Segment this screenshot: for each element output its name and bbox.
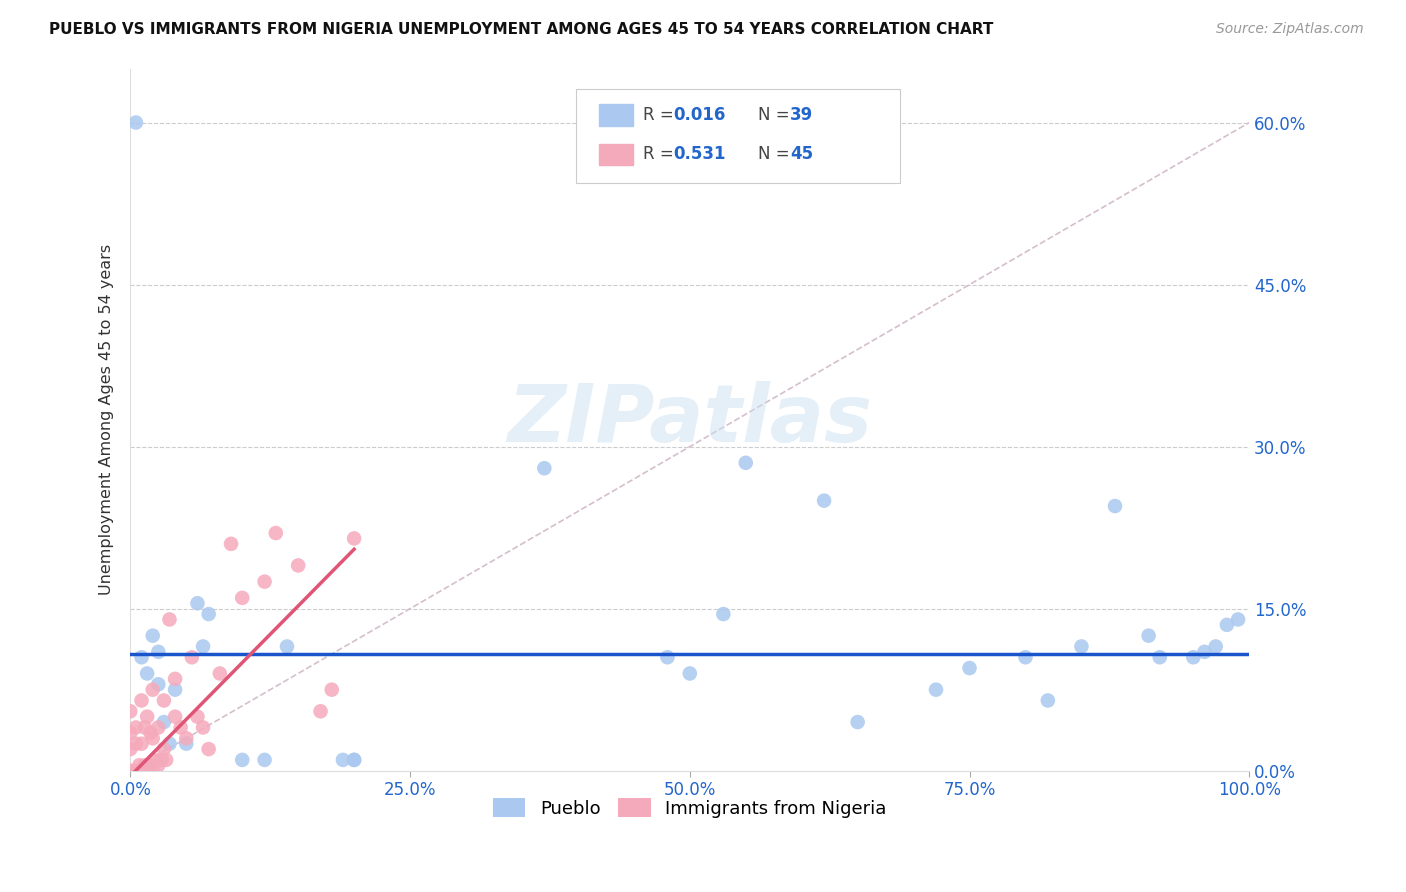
Point <box>734 456 756 470</box>
Point <box>125 115 148 129</box>
Point <box>1036 693 1059 707</box>
Text: N =: N = <box>758 145 794 163</box>
Point <box>1216 618 1239 632</box>
Point <box>125 721 148 735</box>
Y-axis label: Unemployment Among Ages 45 to 54 years: Unemployment Among Ages 45 to 54 years <box>100 244 114 595</box>
Point <box>136 709 159 723</box>
Point <box>332 753 354 767</box>
Point <box>143 753 166 767</box>
Text: 0.016: 0.016 <box>673 106 725 124</box>
Point <box>170 721 193 735</box>
Point <box>219 537 242 551</box>
Point <box>1070 640 1092 654</box>
Text: ZIPatlas: ZIPatlas <box>508 381 872 458</box>
Point <box>1227 612 1250 626</box>
Point <box>120 742 142 756</box>
Point <box>159 612 181 626</box>
Point <box>174 731 197 746</box>
Text: Source: ZipAtlas.com: Source: ZipAtlas.com <box>1216 22 1364 37</box>
Point <box>657 650 679 665</box>
Point <box>131 650 153 665</box>
Point <box>276 640 298 654</box>
Point <box>174 737 197 751</box>
Point <box>180 650 202 665</box>
Point <box>155 753 177 767</box>
Point <box>125 764 148 778</box>
Point <box>191 640 214 654</box>
Point <box>128 758 150 772</box>
Point <box>1137 629 1160 643</box>
Point <box>253 753 276 767</box>
Point <box>813 493 835 508</box>
Point <box>148 758 170 772</box>
Point <box>134 758 156 772</box>
Point <box>134 721 156 735</box>
Point <box>136 666 159 681</box>
Point <box>533 461 555 475</box>
Point <box>148 645 170 659</box>
Text: 39: 39 <box>790 106 814 124</box>
Point <box>309 704 332 718</box>
Point <box>139 758 162 772</box>
Point <box>148 677 170 691</box>
Legend: Pueblo, Immigrants from Nigeria: Pueblo, Immigrants from Nigeria <box>485 791 894 825</box>
Text: PUEBLO VS IMMIGRANTS FROM NIGERIA UNEMPLOYMENT AMONG AGES 45 TO 54 YEARS CORRELA: PUEBLO VS IMMIGRANTS FROM NIGERIA UNEMPL… <box>49 22 994 37</box>
Text: N =: N = <box>758 106 794 124</box>
Point <box>231 591 253 605</box>
Point <box>186 596 208 610</box>
Point <box>925 682 948 697</box>
Point <box>1149 650 1171 665</box>
Point <box>142 629 165 643</box>
Point <box>120 704 142 718</box>
Point <box>131 764 153 778</box>
Point <box>197 607 219 621</box>
Point <box>1182 650 1205 665</box>
Point <box>142 682 165 697</box>
Point <box>264 526 287 541</box>
Point <box>197 742 219 756</box>
Point <box>165 709 187 723</box>
Point <box>253 574 276 589</box>
Point <box>711 607 734 621</box>
Point <box>1205 640 1227 654</box>
Point <box>165 672 187 686</box>
Text: R =: R = <box>643 145 679 163</box>
Point <box>231 753 253 767</box>
Point <box>125 737 148 751</box>
Text: R =: R = <box>643 106 679 124</box>
Point <box>165 682 187 697</box>
Point <box>159 737 181 751</box>
Point <box>287 558 309 573</box>
Point <box>120 726 142 740</box>
Point <box>321 682 343 697</box>
Point <box>186 709 208 723</box>
Point <box>343 753 366 767</box>
Point <box>150 753 173 767</box>
Point <box>343 532 366 546</box>
Point <box>959 661 981 675</box>
Point <box>139 726 162 740</box>
Point <box>208 666 231 681</box>
Point <box>1104 499 1126 513</box>
Point <box>148 721 170 735</box>
Point <box>679 666 702 681</box>
Point <box>131 693 153 707</box>
Point <box>1014 650 1036 665</box>
Point <box>142 731 165 746</box>
Point <box>153 742 176 756</box>
Point <box>131 737 153 751</box>
Point <box>343 753 366 767</box>
Text: 45: 45 <box>790 145 813 163</box>
Point <box>1194 645 1216 659</box>
Point <box>142 764 165 778</box>
Point <box>120 764 142 778</box>
Point <box>153 693 176 707</box>
Point <box>191 721 214 735</box>
Point <box>136 764 159 778</box>
Text: 0.531: 0.531 <box>673 145 725 163</box>
Point <box>153 715 176 730</box>
Point <box>846 715 869 730</box>
